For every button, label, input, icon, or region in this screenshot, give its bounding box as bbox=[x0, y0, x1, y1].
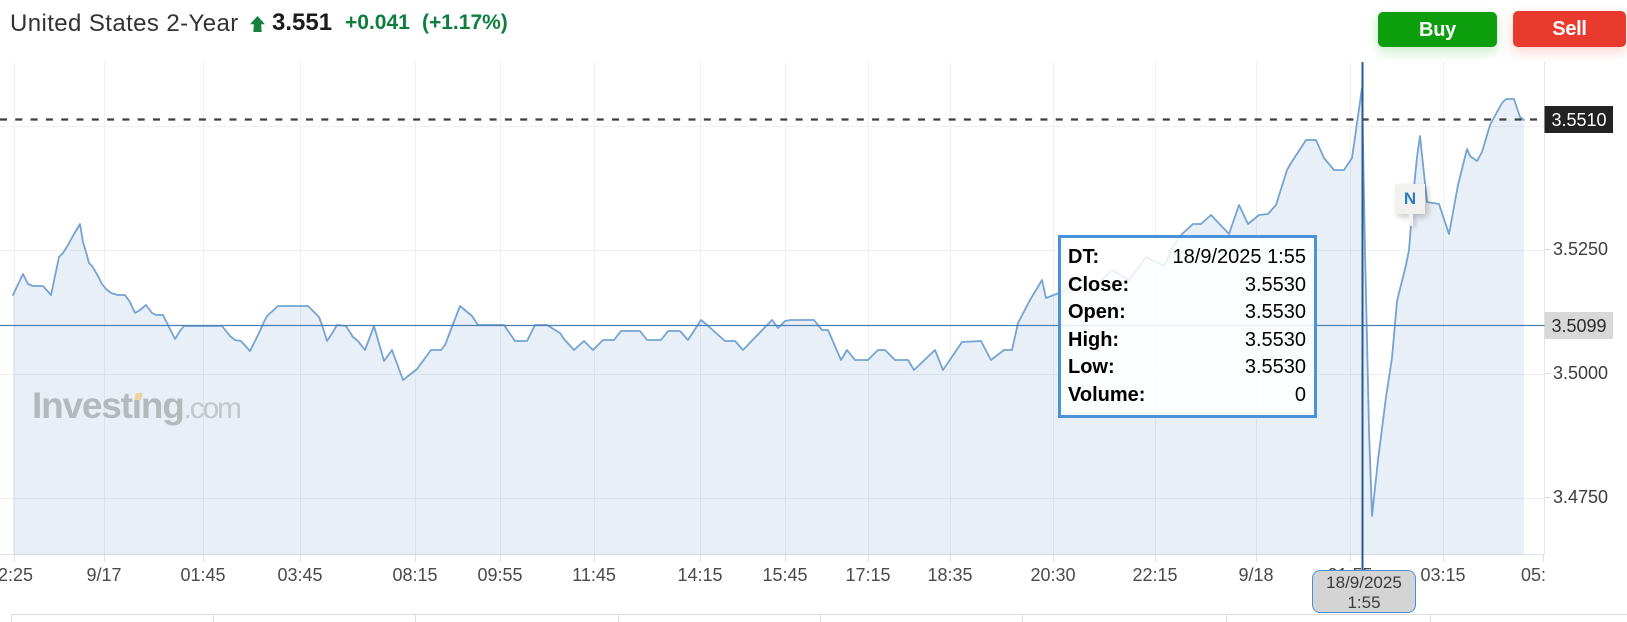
svg-text:9/17: 9/17 bbox=[86, 565, 121, 585]
svg-text:17:15: 17:15 bbox=[845, 565, 890, 585]
svg-text:03:45: 03:45 bbox=[277, 565, 322, 585]
svg-text:3.5000: 3.5000 bbox=[1553, 363, 1608, 383]
svg-text:11:45: 11:45 bbox=[572, 565, 616, 585]
svg-text:15:45: 15:45 bbox=[762, 565, 807, 585]
svg-text:08:15: 08:15 bbox=[392, 565, 437, 585]
svg-text:18:35: 18:35 bbox=[927, 565, 972, 585]
svg-text:22:15: 22:15 bbox=[1132, 565, 1177, 585]
svg-text:03:15: 03:15 bbox=[1420, 565, 1465, 585]
svg-text:05:: 05: bbox=[1521, 565, 1546, 585]
svg-text:14:15: 14:15 bbox=[677, 565, 722, 585]
svg-text:09:55: 09:55 bbox=[477, 565, 522, 585]
svg-text:01:45: 01:45 bbox=[180, 565, 225, 585]
svg-text:3.5250: 3.5250 bbox=[1553, 239, 1608, 259]
svg-text:3.5510: 3.5510 bbox=[1551, 110, 1606, 130]
svg-text:22:25: 22:25 bbox=[0, 565, 33, 585]
svg-text:20:30: 20:30 bbox=[1030, 565, 1075, 585]
svg-text:3.4750: 3.4750 bbox=[1553, 487, 1608, 507]
svg-text:9/18: 9/18 bbox=[1238, 565, 1273, 585]
svg-text:3.5099: 3.5099 bbox=[1551, 316, 1606, 336]
